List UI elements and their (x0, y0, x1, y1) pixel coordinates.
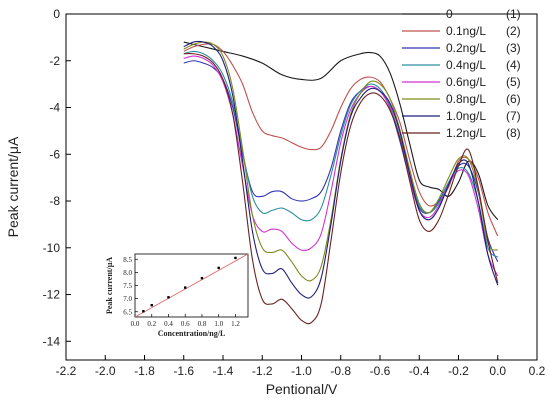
x-tick-label: -1.8 (134, 364, 155, 378)
legend-label-7: 1.0ng/L (446, 109, 486, 123)
y-tick-label: -10 (43, 241, 61, 255)
series-line-7 (183, 40, 499, 299)
legend-label-3: 0.2ng/L (446, 41, 486, 55)
legend: 0 (1) 0.1ng/L (2) 0.2ng/L (3) 0.4ng/L (4) 0.6ng/… (402, 7, 521, 140)
y-tick-label: -6 (49, 147, 60, 161)
inset-x-tick-label: 1.2 (231, 320, 240, 328)
axis-layer: -2.2 -2.0 -1.8 -1.6 -1.4 -1.2 -1.0 -0.8 -0.6 -0.4… (43, 7, 546, 378)
inset-x-tick-label: 0.6 (181, 320, 190, 328)
legend-label-1: 0 (446, 7, 453, 21)
x-tick-label: -2.0 (95, 364, 116, 378)
inset-x-tick-label: 0.2 (147, 320, 156, 328)
y-tick-label: -2 (49, 54, 60, 68)
inset-data-point (217, 266, 220, 270)
legend-label-2: 0.1ng/L (446, 24, 486, 38)
inset-data-point (200, 276, 204, 280)
inset-data-point (142, 310, 145, 313)
inset-x-tick-label: 0.0 (131, 320, 140, 328)
x-tick-label: -1.6 (173, 364, 194, 378)
x-tick-label: -2.2 (56, 364, 77, 378)
x-tick-label: -1.2 (252, 364, 273, 378)
legend-tag-2: (2) (506, 24, 521, 38)
inset-fit-line (134, 253, 249, 318)
legend-tag-4: (4) (506, 58, 521, 72)
inset-data-point (184, 286, 187, 289)
inset-data-point (167, 296, 170, 299)
series-layer (183, 40, 499, 325)
legend-tag-5: (5) (506, 75, 521, 89)
inset-y-tick-label: 8.5 (123, 256, 132, 264)
y-tick-label: -8 (49, 194, 60, 208)
legend-tag-8: (8) (506, 126, 521, 140)
inset-data-point (234, 256, 237, 260)
x-tick-label: -1.4 (213, 364, 234, 378)
legend-tag-3: (3) (506, 41, 521, 55)
legend-tag-6: (6) (506, 92, 521, 106)
inset-y-tick-label: 8.0 (123, 269, 132, 277)
inset-y-axis-label: Peak current/μA (105, 257, 114, 314)
legend-tag-7: (7) (506, 109, 521, 123)
legend-label-5: 0.6ng/L (446, 75, 486, 89)
inset-chart: 0.0 0.2 0.4 0.6 0.8 1.0 1.2 6.5 7.0 7.5 8.0 8.5 Conc… (105, 253, 249, 338)
legend-label-8: 1.2ng/L (446, 126, 486, 140)
x-axis-label: Pentional/V (266, 381, 338, 397)
x-tick-label: -1.0 (291, 364, 312, 378)
inset-y-tick-label: 7.5 (123, 282, 132, 290)
y-tick-label: 0 (53, 7, 60, 21)
y-axis-label: Peak current/μA (5, 136, 21, 237)
inset-y-tick-label: 7.0 (123, 295, 132, 303)
x-tick-label: -0.4 (409, 364, 430, 378)
x-tick-label: -0.8 (330, 364, 351, 378)
legend-label-4: 0.4ng/L (446, 58, 486, 72)
inset-x-tick-label: 0.4 (164, 320, 173, 328)
inset-x-tick-label: 0.8 (198, 320, 207, 328)
x-tick-label: 0.0 (489, 364, 506, 378)
legend-label-6: 0.8ng/L (446, 92, 486, 106)
inset-y-tick-label: 6.5 (123, 308, 132, 316)
legend-tag-1: (1) (506, 7, 521, 21)
inset-x-tick-label: 1.0 (214, 320, 223, 328)
series-line-8 (183, 53, 499, 325)
y-tick-label: -14 (43, 334, 61, 348)
x-tick-label: -0.6 (370, 364, 391, 378)
y-tick-label: -4 (49, 101, 60, 115)
x-tick-label: -0.2 (448, 364, 469, 378)
y-tick-label: -12 (43, 288, 61, 302)
inset-x-axis-label: Concentration/ng/L (158, 329, 226, 338)
x-tick-label: 0.2 (529, 364, 546, 378)
series-line-1 (183, 41, 499, 221)
inset-data-point (150, 303, 153, 307)
